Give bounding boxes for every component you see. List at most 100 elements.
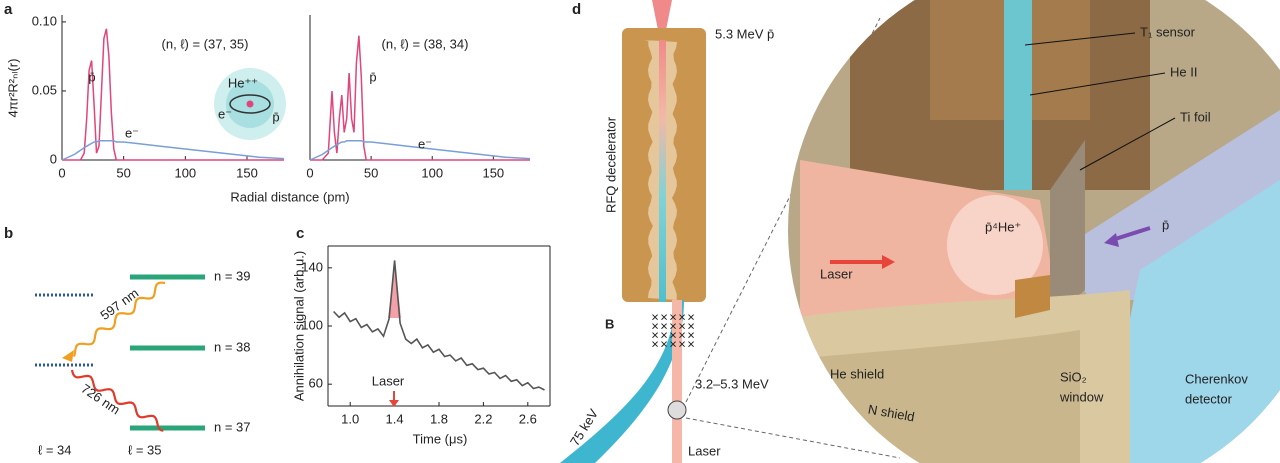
field-cross: × (687, 318, 695, 333)
diagram-label: B (605, 316, 614, 331)
field-cross: × (687, 327, 695, 342)
panel-label: b (4, 225, 13, 242)
field-cross: × (660, 318, 668, 333)
x-tick-label: 1.4 (386, 411, 404, 426)
field-cross: × (660, 336, 668, 351)
atom-cloud (947, 195, 1043, 295)
cutaway (788, 0, 1280, 463)
y-tick-label: 60 (309, 376, 323, 391)
field-cross: × (678, 318, 686, 333)
field-cross: × (669, 318, 677, 333)
beam-75kev (560, 300, 684, 463)
diagram-label: He shield (830, 366, 884, 381)
inset-atom (214, 68, 286, 140)
x-tick-label: 100 (421, 165, 443, 180)
series-line (333, 260, 545, 391)
cherenkov (1100, 180, 1280, 463)
laser-arrowhead (389, 400, 399, 407)
series-line (61, 139, 285, 161)
y-tick-label: 0.05 (32, 82, 57, 97)
x-tick-label: 1.0 (341, 411, 359, 426)
panel-label: c (296, 225, 304, 242)
y-tick-label: 100 (301, 317, 323, 332)
field-cross: × (651, 327, 659, 342)
laser-arrowhead (882, 255, 895, 269)
series-label: p̄ (369, 69, 376, 84)
beam-core (659, 40, 666, 302)
level-diagram (35, 274, 205, 432)
y-axis-label: Annihilation signal (arb.u.) (291, 251, 306, 401)
field-cross: × (678, 327, 686, 342)
diagram-label: Laser (820, 266, 853, 281)
panel-label: d (572, 1, 581, 18)
transition-wave (72, 281, 166, 357)
diagram-label: Cherenkov (1185, 371, 1248, 386)
field-cross: × (669, 327, 677, 342)
inset-orbit (229, 94, 271, 114)
diagram-label: SiO₂ (1060, 369, 1087, 384)
pbar-arrowhead (1104, 233, 1119, 247)
level-label: n = 38 (214, 339, 251, 354)
diagram-label: Laser (688, 443, 721, 458)
laser-beam (672, 300, 682, 463)
field-cross: × (687, 336, 695, 351)
leader-line (1024, 32, 1136, 46)
panel-label: a (4, 1, 13, 18)
series-line (310, 35, 530, 161)
level-label: n = 37 (214, 419, 251, 434)
x-tick-label: 0 (306, 165, 313, 180)
magnetic-field: × × × × ×× × × × ×× × × × ×× × × × × (651, 309, 695, 351)
series-label: e⁻ (418, 136, 432, 151)
leader-line (1029, 72, 1166, 96)
diagram-label: Ti foil (1180, 109, 1211, 124)
annotation: Laser (372, 373, 405, 388)
x-tick-label: 100 (174, 165, 196, 180)
annotation: (n, ℓ) = (38, 34) (382, 36, 469, 51)
field-cross: × (651, 309, 659, 324)
level-label: n = 39 (214, 268, 251, 283)
diagram-label: 5.3 MeV p̄ (715, 26, 774, 41)
field-cross: × (678, 309, 686, 324)
annotation: He⁺⁺ (228, 75, 258, 90)
diagram-label: p̄⁴He⁺ (985, 219, 1021, 234)
diagram-label: 3.2–5.3 MeV (695, 376, 769, 391)
field-cross: × (687, 309, 695, 324)
leader-line (1079, 117, 1176, 171)
y-tick-label: 0 (50, 151, 57, 166)
transition-wave (70, 369, 164, 432)
x-tick-label: 2.2 (474, 411, 492, 426)
field-cross: × (651, 318, 659, 333)
x-tick-label: 0 (58, 165, 65, 180)
x-tick-label: 1.8 (430, 411, 448, 426)
y-tick-label: 140 (301, 259, 323, 274)
x-tick-label: 50 (116, 165, 130, 180)
x-tick-label: 150 (482, 165, 504, 180)
inset-nucleus (246, 100, 254, 108)
series-line (62, 28, 284, 161)
zoom-line (685, 417, 901, 459)
arrow-head (62, 350, 74, 362)
he2-column (1004, 0, 1032, 190)
field-cross: × (660, 309, 668, 324)
x-axis-label: Time (μs) (413, 431, 468, 446)
x-tick-label: 50 (364, 165, 378, 180)
series-line (309, 139, 531, 161)
annotation: e⁻ (218, 106, 232, 121)
block (1015, 275, 1050, 318)
series-label: p̄ (88, 69, 95, 84)
beam-in (652, 0, 672, 40)
target-spot (667, 400, 687, 420)
field-cross: × (678, 336, 686, 351)
field-cross: × (660, 327, 668, 342)
x-tick-label: 2.6 (519, 411, 537, 426)
pbar-arrow (1111, 226, 1151, 242)
diagram-label: T₁ sensor (1140, 24, 1196, 39)
field-cross: × (669, 336, 677, 351)
diagram-label: detector (1185, 391, 1233, 406)
x-axis-label: Radial distance (pm) (230, 189, 349, 204)
y-axis-label: 4πr²R²ₙₗ(r) (5, 59, 20, 118)
x-tick-label: 150 (236, 165, 258, 180)
diagram-label: window (1059, 389, 1104, 404)
